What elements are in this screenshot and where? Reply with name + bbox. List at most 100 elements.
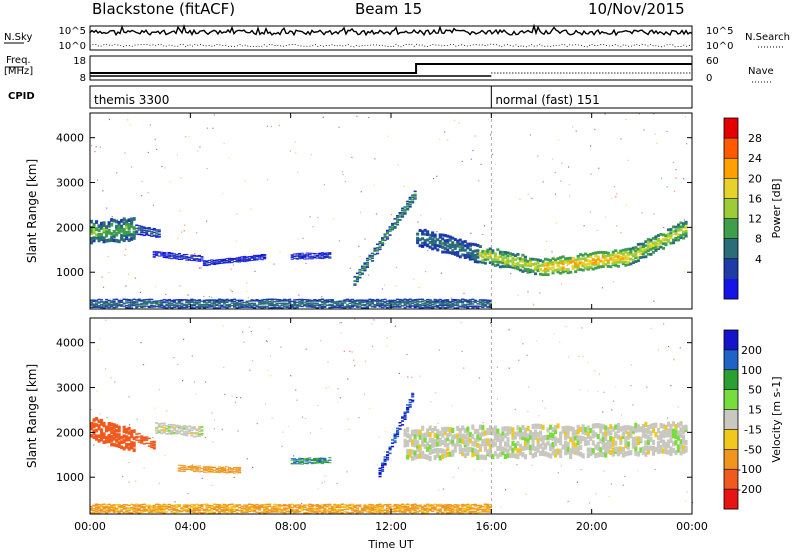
data-cell bbox=[431, 231, 435, 235]
data-cell bbox=[468, 505, 472, 508]
data-cell bbox=[579, 438, 583, 444]
data-cell bbox=[396, 432, 400, 434]
data-cell bbox=[90, 505, 94, 508]
data-cell bbox=[624, 440, 628, 446]
data-cell bbox=[207, 506, 212, 509]
scatter-speckle bbox=[182, 380, 184, 382]
data-cell bbox=[433, 239, 437, 243]
data-cell bbox=[320, 461, 324, 463]
data-cell bbox=[122, 302, 126, 304]
colorbar-swatch bbox=[724, 409, 738, 430]
data-cell bbox=[162, 505, 166, 508]
data-cell bbox=[117, 304, 121, 307]
data-cell bbox=[641, 242, 645, 246]
velocity-feature-1 bbox=[135, 432, 156, 450]
data-cell bbox=[611, 426, 615, 432]
data-cell bbox=[624, 257, 628, 260]
colorbar-tick-label: 12 bbox=[748, 213, 762, 226]
data-cell bbox=[476, 511, 480, 514]
data-cell bbox=[518, 427, 523, 433]
data-cell bbox=[586, 253, 590, 257]
data-cell bbox=[376, 252, 380, 255]
colorbar-swatch bbox=[724, 349, 738, 371]
data-cell bbox=[559, 259, 563, 262]
data-cell bbox=[483, 258, 487, 261]
data-cell bbox=[461, 507, 465, 510]
data-cell bbox=[190, 256, 194, 258]
data-cell bbox=[463, 306, 467, 308]
data-cell bbox=[160, 306, 164, 308]
data-cell bbox=[303, 303, 307, 305]
nave-tick-high: 60 bbox=[706, 56, 719, 67]
data-cell bbox=[476, 255, 480, 259]
data-cell bbox=[248, 302, 252, 305]
data-cell bbox=[308, 505, 312, 508]
data-cell bbox=[167, 429, 171, 432]
data-cell bbox=[142, 438, 146, 441]
data-cell bbox=[616, 264, 620, 268]
data-cell bbox=[441, 233, 445, 237]
data-cell bbox=[210, 471, 214, 473]
data-cell bbox=[516, 454, 520, 460]
data-cell bbox=[192, 466, 196, 467]
data-cell bbox=[238, 504, 242, 506]
data-cell bbox=[253, 302, 257, 305]
data-cell bbox=[486, 438, 490, 444]
data-cell bbox=[353, 504, 357, 507]
scatter-speckle bbox=[529, 134, 531, 136]
data-cell bbox=[107, 437, 111, 441]
data-cell bbox=[253, 299, 257, 302]
data-cell bbox=[541, 435, 545, 441]
data-cell bbox=[406, 411, 410, 414]
scatter-speckle bbox=[572, 126, 574, 128]
data-cell bbox=[165, 507, 169, 510]
data-cell bbox=[270, 506, 274, 508]
data-cell bbox=[606, 251, 610, 255]
data-cell bbox=[661, 432, 666, 439]
data-cell bbox=[401, 416, 405, 418]
data-cell bbox=[318, 508, 322, 510]
data-cell bbox=[609, 443, 613, 449]
data-cell bbox=[260, 506, 264, 509]
data-cell bbox=[408, 509, 412, 512]
data-cell bbox=[147, 227, 151, 229]
data-cell bbox=[265, 507, 269, 510]
data-cell bbox=[140, 227, 144, 229]
data-cell bbox=[122, 298, 126, 300]
data-cell bbox=[255, 300, 259, 302]
data-cell bbox=[498, 433, 503, 439]
data-cell bbox=[651, 237, 656, 240]
data-cell bbox=[280, 504, 284, 507]
data-cell bbox=[205, 468, 209, 470]
data-cell bbox=[370, 509, 375, 511]
data-cell bbox=[225, 511, 229, 514]
data-cell bbox=[411, 201, 415, 204]
data-cell bbox=[566, 257, 570, 260]
data-cell bbox=[669, 228, 673, 231]
data-cell bbox=[238, 472, 242, 474]
data-cell bbox=[105, 439, 109, 444]
data-cell bbox=[278, 504, 282, 506]
scatter-speckle bbox=[99, 413, 101, 415]
data-cell bbox=[215, 263, 219, 265]
data-cell bbox=[215, 509, 219, 511]
data-cell bbox=[97, 298, 101, 301]
data-cell bbox=[105, 230, 109, 234]
data-cell bbox=[679, 427, 683, 433]
data-cell bbox=[320, 507, 324, 509]
data-cell bbox=[626, 444, 630, 450]
data-cell bbox=[491, 251, 495, 255]
data-cell bbox=[516, 256, 520, 260]
data-cell bbox=[345, 305, 350, 307]
data-cell bbox=[376, 302, 380, 304]
data-cell bbox=[263, 510, 267, 512]
data-cell bbox=[516, 425, 520, 431]
data-cell bbox=[325, 300, 329, 302]
data-cell bbox=[90, 507, 94, 510]
scatter-speckle bbox=[99, 146, 101, 148]
data-cell bbox=[293, 506, 297, 508]
data-cell bbox=[132, 226, 136, 230]
data-cell bbox=[197, 504, 202, 506]
data-cell bbox=[446, 248, 450, 252]
data-cell bbox=[534, 452, 538, 458]
